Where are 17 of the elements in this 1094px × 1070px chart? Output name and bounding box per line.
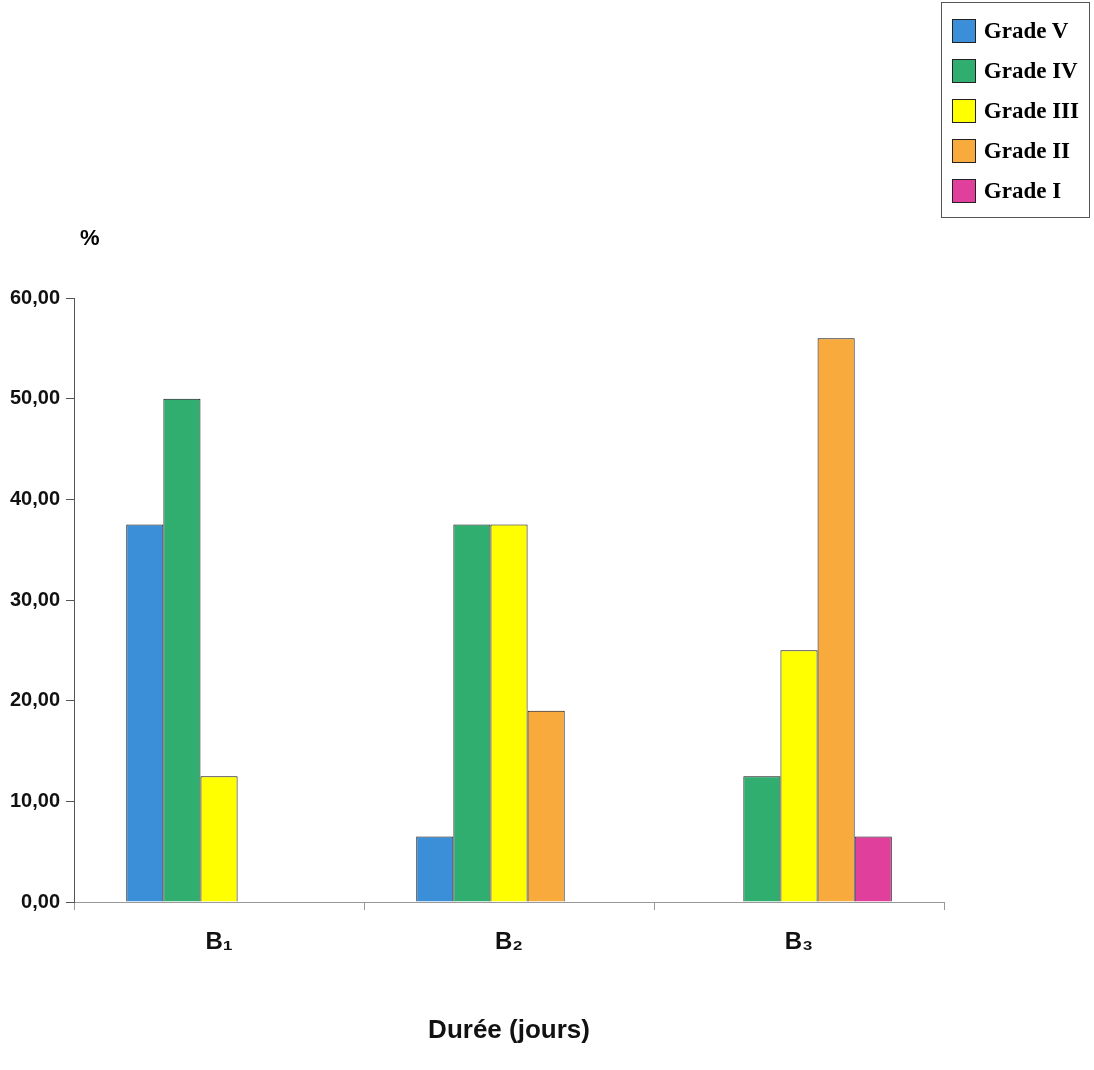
x-tick-label: B₃ [784,927,814,955]
y-tick-label: 30,00 [9,587,61,610]
y-tick-label: 60,00 [9,285,61,308]
legend-label: Grade II [983,138,1071,164]
x-tick-label: B₁ [205,927,233,955]
x-tick-label: B₂ [495,927,524,955]
y-axis-title: % [80,225,100,251]
y-tick-label: 20,00 [9,688,61,711]
legend-label: Grade I [983,178,1062,204]
legend-label: Grade III [983,98,1079,124]
y-tick-label: 40,00 [9,486,61,509]
y-tick-label: 0,00 [21,889,61,912]
y-tick-label: 50,00 [9,386,61,409]
y-tick-label: 10,00 [9,788,61,811]
x-axis-title: Durée (jours) [428,1013,590,1044]
legend-label: Grade V [983,18,1069,44]
legend-label: Grade IV [983,58,1078,84]
